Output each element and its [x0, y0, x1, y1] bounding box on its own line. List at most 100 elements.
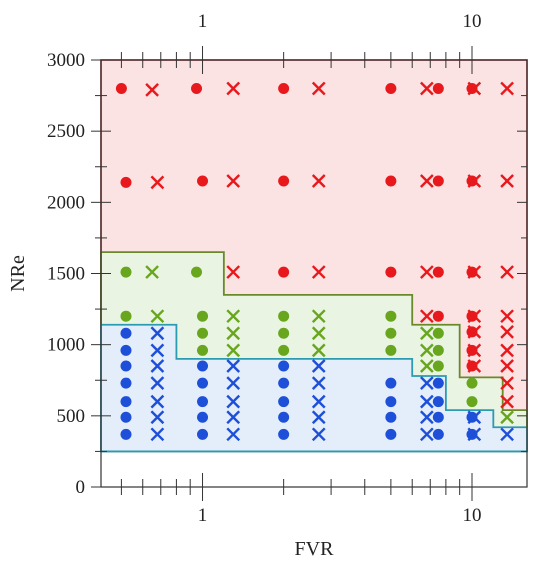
- point-red-x: [467, 325, 482, 339]
- x-tick-label-bottom: 1: [198, 505, 208, 526]
- point-blue-x: [150, 359, 165, 373]
- point-red-circle: [385, 82, 397, 94]
- point-red-x: [500, 325, 514, 339]
- point-blue-circle: [120, 428, 132, 440]
- point-blue-x: [150, 394, 165, 409]
- point-blue-x: [467, 427, 482, 442]
- point-green-circle: [191, 266, 203, 278]
- point-blue-x: [311, 376, 326, 390]
- point-red-x: [500, 359, 514, 373]
- point-blue-circle: [197, 377, 209, 389]
- point-blue-circle: [197, 360, 209, 372]
- point-blue-circle: [278, 360, 290, 372]
- point-blue-x: [311, 394, 326, 409]
- point-blue-circle: [120, 327, 132, 339]
- axes-layer: 0 500 1000 1500 2000 2500 3000 1 1 10 10: [47, 11, 528, 526]
- point-green-circle: [385, 310, 397, 322]
- point-green-circle: [197, 310, 209, 322]
- x-tick-label-bottom: 10: [462, 505, 481, 526]
- point-red-circle: [466, 266, 478, 278]
- point-blue-x: [420, 427, 434, 442]
- point-red-x: [467, 174, 482, 188]
- x-tick-label-top: 1: [198, 11, 208, 32]
- point-red-circle: [466, 360, 478, 372]
- point-blue-x: [500, 427, 514, 442]
- point-red-x: [150, 175, 165, 190]
- point-red-x: [311, 265, 326, 279]
- point-blue-circle: [120, 377, 132, 389]
- point-red-circle: [466, 326, 478, 338]
- point-red-circle: [385, 266, 397, 278]
- points-layer: [115, 81, 514, 442]
- point-green-circle: [432, 360, 444, 372]
- x-axis-label: FVR: [295, 538, 335, 560]
- point-red-circle: [385, 175, 397, 187]
- point-green-circle: [466, 377, 478, 389]
- point-red-circle: [432, 266, 444, 278]
- point-red-x: [420, 265, 434, 279]
- point-red-x: [226, 81, 241, 96]
- point-red-x: [467, 309, 482, 324]
- point-red-x: [467, 343, 482, 358]
- point-green-x: [311, 309, 326, 324]
- point-red-circle: [197, 175, 209, 187]
- point-green-x: [420, 326, 434, 341]
- point-red-circle: [278, 266, 290, 278]
- point-blue-circle: [385, 411, 397, 423]
- y-tick-label: 2000: [47, 192, 85, 213]
- y-tick-label: 500: [57, 406, 86, 427]
- y-tick-label: 0: [76, 477, 86, 498]
- point-blue-x: [150, 410, 165, 425]
- point-blue-circle: [385, 396, 397, 408]
- point-blue-circle: [278, 377, 290, 389]
- y-axis-label: NRe: [7, 255, 29, 292]
- point-blue-circle: [120, 360, 132, 372]
- boundary-blue: [101, 323, 527, 429]
- point-blue-circle: [432, 396, 444, 408]
- point-green-circle: [120, 266, 132, 278]
- point-red-circle: [191, 82, 203, 94]
- point-green-x: [500, 410, 514, 425]
- point-red-x: [500, 81, 514, 96]
- point-blue-x: [150, 376, 165, 390]
- point-blue-x: [420, 376, 434, 390]
- point-red-x: [420, 174, 434, 188]
- region-layer: [100, 59, 528, 453]
- point-green-x: [145, 265, 159, 279]
- point-red-circle: [120, 176, 132, 188]
- y-tick-label: 2500: [47, 121, 85, 142]
- y-tick-label: 3000: [47, 50, 85, 71]
- point-red-circle: [432, 175, 444, 187]
- point-blue-circle: [197, 411, 209, 423]
- point-red-x: [420, 81, 434, 96]
- point-red-circle: [278, 82, 290, 94]
- point-green-circle: [197, 327, 209, 339]
- point-blue-x: [420, 410, 434, 425]
- point-blue-x: [226, 376, 241, 390]
- point-green-circle: [278, 344, 290, 356]
- point-red-circle: [466, 175, 478, 187]
- point-blue-x: [226, 427, 241, 442]
- point-blue-x: [226, 410, 241, 425]
- point-red-x: [145, 83, 159, 97]
- point-green-circle: [278, 310, 290, 322]
- point-blue-x: [226, 359, 241, 373]
- point-red-circle: [278, 175, 290, 187]
- point-green-circle: [385, 344, 397, 356]
- point-green-circle: [432, 327, 444, 339]
- point-red-x: [226, 265, 241, 279]
- point-red-x: [500, 394, 514, 409]
- point-red-x: [467, 265, 482, 279]
- point-red-circle: [466, 310, 478, 322]
- point-blue-circle: [432, 377, 444, 389]
- point-blue-circle: [120, 344, 132, 356]
- point-blue-circle: [120, 411, 132, 423]
- point-blue-circle: [278, 396, 290, 408]
- point-blue-x: [467, 410, 482, 425]
- point-red-circle: [466, 344, 478, 356]
- point-green-x: [311, 326, 326, 341]
- point-green-circle: [432, 344, 444, 356]
- point-blue-x: [311, 359, 326, 373]
- y-tick-label: 1500: [47, 264, 85, 285]
- point-blue-circle: [197, 428, 209, 440]
